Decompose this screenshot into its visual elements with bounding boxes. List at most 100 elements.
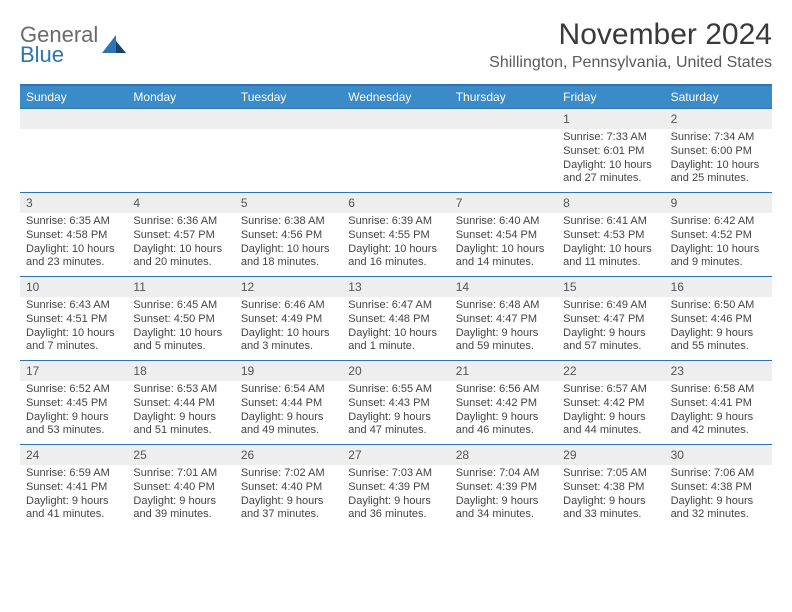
day-line: Sunrise: 6:38 AM <box>241 215 336 229</box>
day-line: Daylight: 9 hours <box>456 327 551 341</box>
day-number <box>235 109 342 129</box>
day-line: Daylight: 10 hours <box>671 243 766 257</box>
day-line: Sunset: 4:39 PM <box>456 481 551 495</box>
day-body: Sunrise: 6:47 AMSunset: 4:48 PMDaylight:… <box>342 297 449 360</box>
day-line: Sunset: 4:40 PM <box>241 481 336 495</box>
dow-row: Sunday Monday Tuesday Wednesday Thursday… <box>20 86 772 108</box>
day-body: Sunrise: 6:46 AMSunset: 4:49 PMDaylight:… <box>235 297 342 360</box>
day-line: Sunrise: 6:35 AM <box>26 215 121 229</box>
day-line: Sunset: 4:39 PM <box>348 481 443 495</box>
daynum-row: 17181920212223 <box>20 361 772 381</box>
day-line: Sunrise: 7:02 AM <box>241 467 336 481</box>
day-number: 15 <box>557 277 664 297</box>
day-line: Daylight: 9 hours <box>671 411 766 425</box>
day-number: 28 <box>450 445 557 465</box>
day-line: Sunrise: 6:53 AM <box>133 383 228 397</box>
day-line: Sunset: 4:40 PM <box>133 481 228 495</box>
day-line: Daylight: 10 hours <box>563 159 658 173</box>
day-line: and 32 minutes. <box>671 508 766 522</box>
day-line: Sunrise: 7:01 AM <box>133 467 228 481</box>
daybody-row: Sunrise: 6:52 AMSunset: 4:45 PMDaylight:… <box>20 381 772 444</box>
day-line: Daylight: 9 hours <box>563 411 658 425</box>
day-line: Daylight: 9 hours <box>456 495 551 509</box>
day-line: Daylight: 10 hours <box>456 243 551 257</box>
day-body: Sunrise: 6:56 AMSunset: 4:42 PMDaylight:… <box>450 381 557 444</box>
dow-thursday: Thursday <box>450 86 557 108</box>
calendar-week: 10111213141516Sunrise: 6:43 AMSunset: 4:… <box>20 276 772 360</box>
calendar-week: 17181920212223Sunrise: 6:52 AMSunset: 4:… <box>20 360 772 444</box>
day-line: Daylight: 10 hours <box>348 327 443 341</box>
day-body <box>235 129 342 192</box>
day-number: 2 <box>665 109 772 129</box>
day-body: Sunrise: 6:35 AMSunset: 4:58 PMDaylight:… <box>20 213 127 276</box>
day-body: Sunrise: 6:53 AMSunset: 4:44 PMDaylight:… <box>127 381 234 444</box>
day-line: Sunset: 4:47 PM <box>456 313 551 327</box>
day-line: Sunset: 4:56 PM <box>241 229 336 243</box>
day-number: 23 <box>665 361 772 381</box>
day-number: 22 <box>557 361 664 381</box>
day-number: 8 <box>557 193 664 213</box>
day-line: Daylight: 10 hours <box>26 327 121 341</box>
day-line: Daylight: 10 hours <box>241 327 336 341</box>
day-number: 9 <box>665 193 772 213</box>
day-number: 26 <box>235 445 342 465</box>
day-line: Daylight: 10 hours <box>241 243 336 257</box>
day-line: Sunrise: 6:36 AM <box>133 215 228 229</box>
day-line: Sunrise: 6:59 AM <box>26 467 121 481</box>
day-line: and 23 minutes. <box>26 256 121 270</box>
day-line: Daylight: 9 hours <box>26 411 121 425</box>
day-line: Daylight: 9 hours <box>348 495 443 509</box>
day-line: Sunrise: 6:56 AM <box>456 383 551 397</box>
day-body: Sunrise: 6:40 AMSunset: 4:54 PMDaylight:… <box>450 213 557 276</box>
day-body: Sunrise: 6:55 AMSunset: 4:43 PMDaylight:… <box>342 381 449 444</box>
day-body: Sunrise: 6:49 AMSunset: 4:47 PMDaylight:… <box>557 297 664 360</box>
day-body: Sunrise: 6:50 AMSunset: 4:46 PMDaylight:… <box>665 297 772 360</box>
day-line: Sunset: 4:55 PM <box>348 229 443 243</box>
day-line: Sunset: 4:38 PM <box>671 481 766 495</box>
day-line: and 36 minutes. <box>348 508 443 522</box>
day-body: Sunrise: 6:41 AMSunset: 4:53 PMDaylight:… <box>557 213 664 276</box>
day-line: Sunset: 6:01 PM <box>563 145 658 159</box>
dow-wednesday: Wednesday <box>342 86 449 108</box>
day-line: Daylight: 9 hours <box>133 411 228 425</box>
day-body: Sunrise: 7:02 AMSunset: 4:40 PMDaylight:… <box>235 465 342 528</box>
day-line: and 51 minutes. <box>133 424 228 438</box>
day-line: and 11 minutes. <box>563 256 658 270</box>
day-line: and 33 minutes. <box>563 508 658 522</box>
day-line: Sunrise: 7:06 AM <box>671 467 766 481</box>
day-line: Daylight: 9 hours <box>348 411 443 425</box>
day-number: 19 <box>235 361 342 381</box>
brand-logo: General Blue <box>20 24 128 66</box>
dow-saturday: Saturday <box>665 86 772 108</box>
title-block: November 2024 Shillington, Pennsylvania,… <box>489 18 772 76</box>
day-line: and 14 minutes. <box>456 256 551 270</box>
day-number: 4 <box>127 193 234 213</box>
day-line: and 44 minutes. <box>563 424 658 438</box>
day-number: 14 <box>450 277 557 297</box>
day-line: Daylight: 10 hours <box>133 243 228 257</box>
day-body: Sunrise: 7:05 AMSunset: 4:38 PMDaylight:… <box>557 465 664 528</box>
weeks-container: 12Sunrise: 7:33 AMSunset: 6:01 PMDayligh… <box>20 108 772 528</box>
day-body: Sunrise: 6:36 AMSunset: 4:57 PMDaylight:… <box>127 213 234 276</box>
month-title: November 2024 <box>489 18 772 52</box>
day-line: Sunrise: 6:57 AM <box>563 383 658 397</box>
day-line: Sunset: 4:47 PM <box>563 313 658 327</box>
dow-friday: Friday <box>557 86 664 108</box>
day-line: Sunrise: 6:43 AM <box>26 299 121 313</box>
day-line: Sunset: 4:44 PM <box>133 397 228 411</box>
day-line: Sunset: 4:45 PM <box>26 397 121 411</box>
day-line: Sunrise: 7:03 AM <box>348 467 443 481</box>
day-line: Sunrise: 6:55 AM <box>348 383 443 397</box>
calendar-grid: Sunday Monday Tuesday Wednesday Thursday… <box>20 84 772 528</box>
day-line: and 55 minutes. <box>671 340 766 354</box>
day-number <box>127 109 234 129</box>
day-body: Sunrise: 7:34 AMSunset: 6:00 PMDaylight:… <box>665 129 772 192</box>
day-line: Sunrise: 6:58 AM <box>671 383 766 397</box>
day-line: Sunset: 4:42 PM <box>563 397 658 411</box>
day-line: Sunset: 4:44 PM <box>241 397 336 411</box>
day-line: and 5 minutes. <box>133 340 228 354</box>
day-line: Sunset: 4:54 PM <box>456 229 551 243</box>
day-line: Sunset: 4:42 PM <box>456 397 551 411</box>
day-number: 13 <box>342 277 449 297</box>
day-body: Sunrise: 7:06 AMSunset: 4:38 PMDaylight:… <box>665 465 772 528</box>
